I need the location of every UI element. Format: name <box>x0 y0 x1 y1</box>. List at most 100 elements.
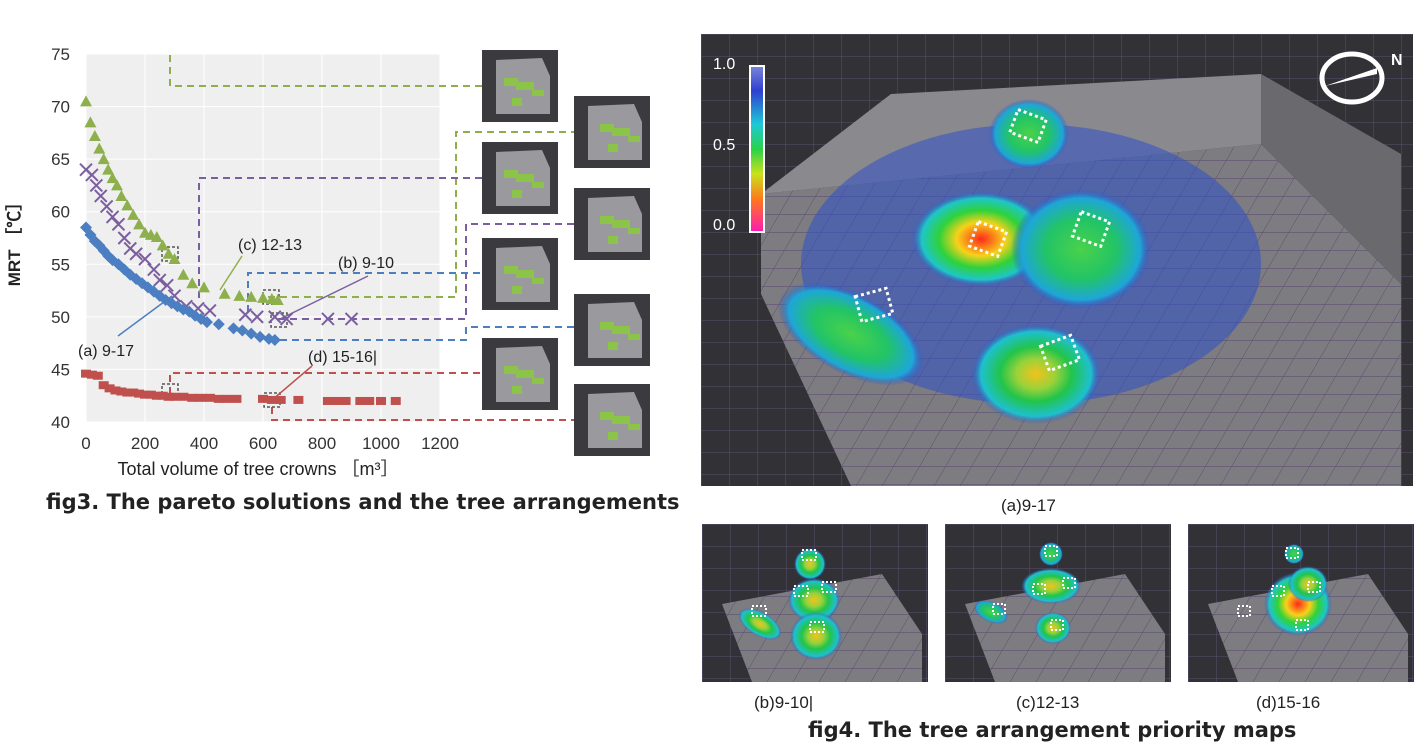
thumbnail-tree <box>600 124 614 132</box>
thumbnail-tree <box>612 128 630 136</box>
cross-point <box>111 217 126 232</box>
map-c-label: (c)12-13 <box>1016 693 1080 712</box>
triangle-point <box>93 142 106 154</box>
connector-line <box>268 326 575 341</box>
diamond-point <box>97 244 110 257</box>
annotation-leader-line <box>219 255 243 291</box>
thumbnail-tree <box>612 220 630 228</box>
y-tick-label: 50 <box>51 308 70 327</box>
thumbnail-tree <box>628 136 640 142</box>
colorbar <box>749 65 765 233</box>
north-arrow-icon <box>1319 51 1385 105</box>
annotation-label: (c) 12-13 <box>238 237 302 254</box>
triangle-point <box>233 289 246 301</box>
triangle-point <box>218 287 231 299</box>
triangle-point <box>198 281 210 293</box>
square-point <box>169 392 180 401</box>
triangle-point <box>168 253 181 265</box>
priority-map-a: 1.0 0.5 0.0 N <box>701 34 1413 486</box>
thumbnail-tree <box>516 370 534 378</box>
diamond-point <box>200 316 213 329</box>
cross-point <box>238 308 253 322</box>
square-point <box>331 396 342 405</box>
annotation-label: (d) 15-16| <box>308 349 377 366</box>
triangle-point <box>156 239 169 251</box>
x-axis-label: Total volume of tree crowns ［m³］ <box>117 459 398 479</box>
square-point <box>355 396 366 405</box>
tree-arrangement-thumbnail <box>482 338 558 410</box>
square-point <box>213 394 224 403</box>
thumbnail-tree <box>608 236 618 244</box>
square-point <box>81 369 91 378</box>
cross-point <box>94 189 108 203</box>
square-point <box>293 395 304 404</box>
thumbnail-tree <box>504 266 518 274</box>
cross-point <box>89 178 104 193</box>
priority-map-a-graphic <box>701 34 1413 486</box>
cross-point <box>160 278 174 293</box>
thumbnail-tree <box>516 82 534 90</box>
connector-line <box>271 407 575 421</box>
diamond-point <box>268 333 281 346</box>
map-a-label: (a)9-17 <box>1001 496 1056 515</box>
triangle-point <box>88 130 101 142</box>
thumbnail-tree <box>628 424 640 430</box>
north-label: N <box>1391 52 1403 69</box>
square-point <box>110 386 121 395</box>
square-point <box>204 393 215 402</box>
square-point <box>86 370 97 379</box>
triangle-point <box>97 153 110 165</box>
cross-point <box>203 303 217 318</box>
square-point <box>266 395 277 404</box>
priority-map-b <box>702 524 928 682</box>
y-tick-label: 55 <box>51 255 70 274</box>
thumbnail-tree <box>612 326 630 334</box>
connector-line <box>169 55 484 87</box>
x-tick-label: 1200 <box>421 434 459 453</box>
diamond-point <box>236 324 249 337</box>
x-tick-label: 0 <box>81 434 90 453</box>
square-point <box>222 394 233 403</box>
connector-line <box>278 223 575 320</box>
triangle-point <box>102 163 115 175</box>
cross-point <box>344 312 359 326</box>
square-point <box>104 384 115 393</box>
diamond-point <box>254 330 267 343</box>
cross-point <box>99 199 114 214</box>
thumbnail-tree <box>532 182 544 188</box>
triangle-point <box>80 95 92 107</box>
annotation-label: (a) 9-17 <box>78 343 134 360</box>
annotation-leader-line <box>117 295 173 337</box>
square-point <box>157 391 168 400</box>
square-point <box>390 396 401 405</box>
y-tick-label: 40 <box>51 413 70 432</box>
triangle-point <box>162 247 175 259</box>
fig3-caption: fig3. The pareto solutions and the tree … <box>46 490 680 514</box>
thumbnail-tree <box>504 366 518 374</box>
diamond-point <box>245 327 258 340</box>
thumbnail-tree <box>516 270 534 278</box>
cross-point <box>279 312 294 326</box>
triangle-point <box>115 189 128 201</box>
square-point <box>178 392 189 401</box>
square-point <box>116 387 127 396</box>
thumbnail-tree <box>504 170 518 178</box>
cross-point <box>105 210 120 224</box>
square-point <box>196 393 207 402</box>
thumbnail-tree <box>612 416 630 424</box>
triangle-point <box>177 268 190 280</box>
diamond-point <box>118 263 131 276</box>
square-point <box>231 394 242 403</box>
y-tick-label: 45 <box>51 360 70 379</box>
tree-arrangement-thumbnail <box>482 142 558 214</box>
triangle-point <box>257 291 269 303</box>
thumbnail-tree <box>532 378 544 384</box>
fig4-caption: fig4. The tree arrangement priority maps <box>808 718 1297 742</box>
connector-line <box>169 372 484 394</box>
square-point <box>364 396 375 405</box>
tree-arrangement-thumbnail <box>574 294 650 366</box>
triangle-point <box>84 116 97 128</box>
annotation-leader-line <box>271 365 313 401</box>
y-axis-label: MRT ［℃］ <box>4 194 24 287</box>
triangle-point <box>106 172 119 184</box>
